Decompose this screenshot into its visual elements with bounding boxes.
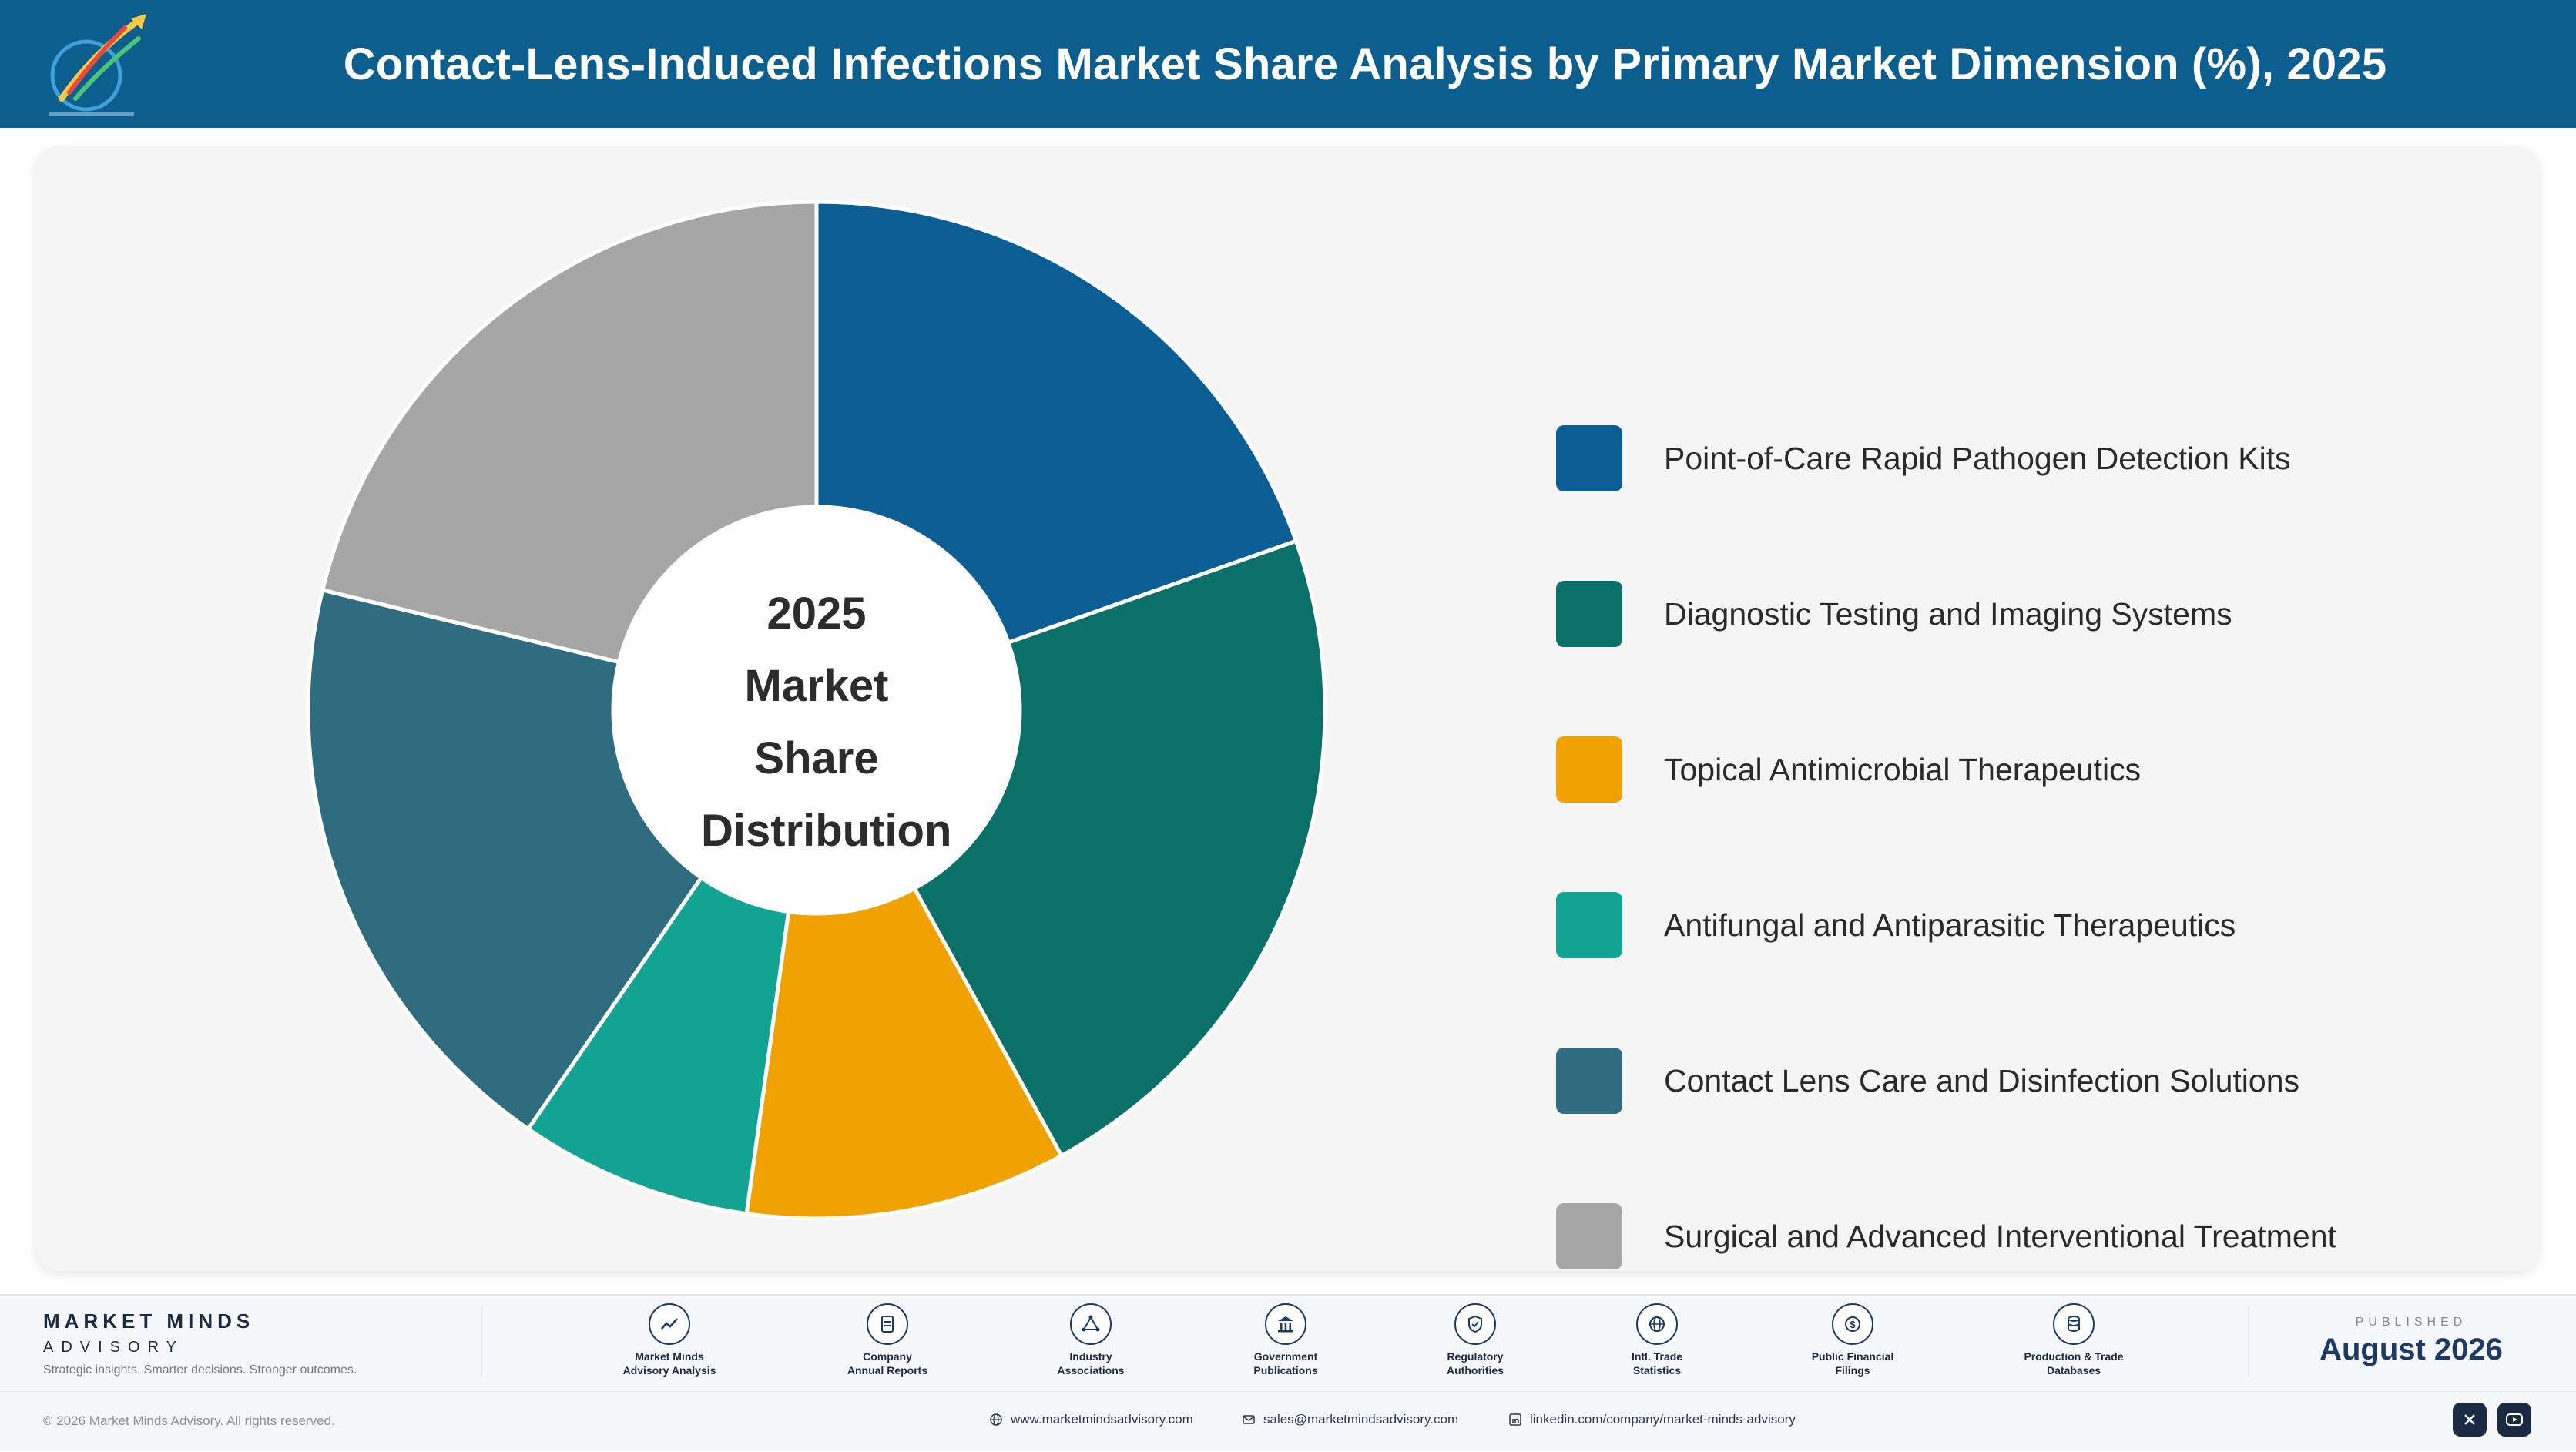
donut-center-label: 2025 Market Share Distribution <box>701 578 952 867</box>
source-item: Intl. Trade Statistics <box>1580 1303 1734 1377</box>
footer: MARKET MINDS ADVISORY Strategic insights… <box>0 1294 2576 1451</box>
svg-text:$: $ <box>1850 1319 1856 1330</box>
youtube-icon <box>2506 1413 2523 1426</box>
globe-icon <box>1636 1303 1678 1345</box>
legend-label: Diagnostic Testing and Imaging Systems <box>1664 595 2232 632</box>
dollar-coin-icon: $ <box>1832 1303 1873 1345</box>
legend-label: Contact Lens Care and Disinfection Solut… <box>1664 1062 2300 1098</box>
legend-item: Contact Lens Care and Disinfection Solut… <box>1556 1046 2299 1115</box>
source-item: Industry Associations <box>1014 1303 1168 1377</box>
source-item: Regulatory Authorities <box>1398 1303 1552 1377</box>
legend-item: Surgical and Advanced Interventional Tre… <box>1556 1202 2336 1271</box>
legend-swatch <box>1556 892 1622 958</box>
source-label: Public Financial Filings <box>1811 1350 1894 1377</box>
government-building-icon <box>1265 1303 1306 1345</box>
x-social-button[interactable] <box>2453 1403 2487 1437</box>
brand-name: MARKET MINDS <box>43 1309 255 1333</box>
market-minds-logo <box>49 14 146 116</box>
footer-divider <box>2248 1306 2249 1377</box>
x-icon <box>2464 1414 2475 1425</box>
legend-item: Point-of-Care Rapid Pathogen Detection K… <box>1556 424 2291 493</box>
linkedin-link[interactable]: linkedin.com/company/market-minds-adviso… <box>1508 1412 1796 1427</box>
source-label: Company Annual Reports <box>847 1350 928 1377</box>
source-label: Industry Associations <box>1057 1350 1125 1377</box>
legend-swatch <box>1556 581 1622 647</box>
source-label: Market Minds Advisory Analysis <box>622 1350 716 1377</box>
legend-swatch <box>1556 736 1622 803</box>
page-title: Contact-Lens-Induced Infections Market S… <box>343 39 2387 89</box>
linkedin-icon <box>1509 1413 1521 1426</box>
center-label-year: 2025 <box>766 589 867 639</box>
source-item: Company Annual Reports <box>810 1303 964 1377</box>
source-item: Production & Trade Databases <box>1997 1303 2151 1377</box>
brand-subtitle: ADVISORY <box>43 1339 184 1356</box>
website-text: www.marketmindsadvisory.com <box>1011 1412 1193 1427</box>
footer-bottom-bar: © 2026 Market Minds Advisory. All rights… <box>0 1391 2576 1452</box>
database-icon <box>2053 1303 2095 1345</box>
chart-line-icon <box>649 1303 690 1345</box>
email-link[interactable]: sales@marketmindsadvisory.com <box>1242 1412 1458 1427</box>
legend-swatch <box>1556 425 1622 491</box>
brand-tagline: Strategic insights. Smarter decisions. S… <box>43 1363 357 1377</box>
legend-item: Diagnostic Testing and Imaging Systems <box>1556 579 2232 649</box>
network-icon <box>1070 1303 1112 1345</box>
website-link[interactable]: www.marketmindsadvisory.com <box>989 1412 1193 1427</box>
mail-icon <box>1243 1415 1255 1424</box>
footer-divider <box>481 1306 482 1377</box>
legend-label: Point-of-Care Rapid Pathogen Detection K… <box>1664 440 2291 476</box>
legend-item: Topical Antimicrobial Therapeutics <box>1556 735 2141 804</box>
source-item: $ Public Financial Filings <box>1776 1303 1930 1377</box>
youtube-social-button[interactable] <box>2497 1403 2531 1437</box>
legend-label: Antifungal and Antiparasitic Therapeutic… <box>1664 907 2236 943</box>
source-label: Regulatory Authorities <box>1447 1350 1504 1377</box>
center-label-line2: Market Share <box>744 661 889 783</box>
linkedin-text: linkedin.com/company/market-minds-adviso… <box>1530 1412 1796 1427</box>
source-label: Intl. Trade Statistics <box>1631 1350 1683 1377</box>
header-bar: Contact-Lens-Induced Infections Market S… <box>0 0 2576 128</box>
published-label: PUBLISHED <box>2355 1316 2467 1329</box>
globe-icon <box>990 1413 1002 1426</box>
source-item: Market Minds Advisory Analysis <box>592 1303 746 1377</box>
email-text: sales@marketmindsadvisory.com <box>1263 1412 1459 1427</box>
legend-swatch <box>1556 1048 1622 1114</box>
center-label-line3: Distribution <box>701 806 952 856</box>
legend-item: Antifungal and Antiparasitic Therapeutic… <box>1556 890 2236 960</box>
donut-hole <box>613 507 1020 914</box>
source-label: Production & Trade Databases <box>2024 1350 2124 1377</box>
document-icon <box>867 1303 908 1345</box>
legend-label: Topical Antimicrobial Therapeutics <box>1664 751 2142 787</box>
donut-chart <box>306 200 1327 1221</box>
chart-card: 2025 Market Share Distribution Point-of-… <box>35 146 2539 1271</box>
shield-check-icon <box>1454 1303 1496 1345</box>
source-label: Government Publications <box>1253 1350 1318 1377</box>
copyright-text: © 2026 Market Minds Advisory. All rights… <box>43 1413 335 1428</box>
source-item: Government Publications <box>1209 1303 1363 1377</box>
published-date: August 2026 <box>2319 1333 2503 1366</box>
legend-label: Surgical and Advanced Interventional Tre… <box>1664 1218 2336 1254</box>
legend-swatch <box>1556 1203 1622 1269</box>
